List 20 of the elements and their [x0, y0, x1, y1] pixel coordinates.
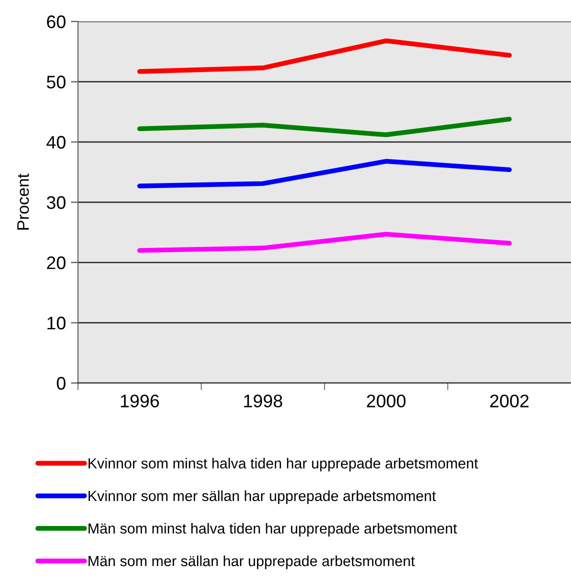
y-tick-label: 50 — [46, 76, 66, 88]
x-tick-label: 2000 — [366, 394, 406, 408]
x-tick-label: 1998 — [244, 394, 282, 408]
y-tick-label: 60 — [47, 15, 66, 28]
line-series — [137, 232, 512, 253]
line-series — [137, 116, 512, 138]
y-tick-label: 0 — [56, 376, 66, 390]
x-tick-label: 1996 — [120, 394, 159, 408]
line-series — [137, 158, 512, 188]
legend-label: Kvinnor som minst halva tiden har upprepade arbetsmoment — [88, 458, 478, 472]
x-tick-label: 2002 — [490, 394, 529, 408]
legend-label: Kvinnor som mer sällan har upprepade arbetsmoment — [88, 490, 436, 504]
legend-label: Män som mer sällan har upprepade arbetsmoment — [88, 555, 415, 570]
y-tick-label: 40 — [46, 136, 66, 149]
y-tick-label: 10 — [47, 316, 66, 330]
y-tick-label: 30 — [46, 196, 66, 209]
legend-label: Män som minst halva tiden har upprepade arbetsmoment — [88, 522, 457, 537]
y-tick-label: 20 — [47, 256, 66, 270]
line-series — [137, 38, 512, 74]
y-axis-title: Procent — [17, 174, 29, 230]
